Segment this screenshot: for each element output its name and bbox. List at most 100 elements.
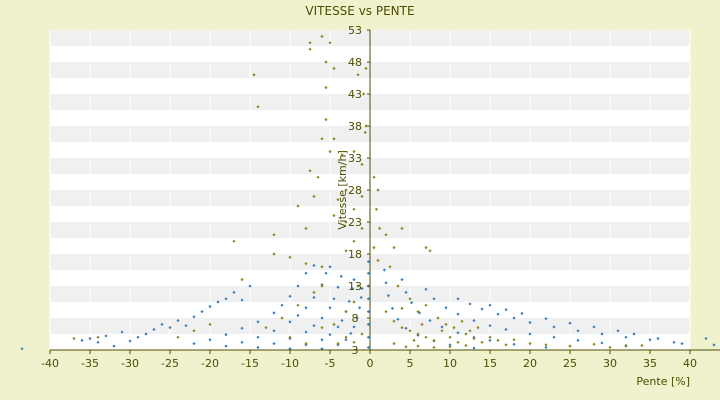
data-point bbox=[366, 335, 370, 339]
y-tick-label: 13 bbox=[348, 280, 362, 293]
data-point bbox=[424, 303, 428, 307]
data-point bbox=[388, 265, 392, 269]
data-point bbox=[208, 322, 212, 326]
data-point bbox=[480, 340, 484, 344]
data-point bbox=[392, 319, 396, 323]
data-point bbox=[200, 310, 204, 314]
data-point bbox=[248, 284, 252, 288]
data-point bbox=[208, 338, 212, 342]
data-point bbox=[386, 294, 390, 298]
data-point bbox=[384, 310, 388, 314]
data-point bbox=[366, 345, 370, 350]
data-point bbox=[480, 307, 484, 311]
data-point bbox=[344, 188, 348, 192]
data-point bbox=[640, 343, 644, 348]
data-point bbox=[352, 325, 356, 329]
data-point bbox=[432, 338, 436, 342]
data-point bbox=[272, 342, 276, 346]
data-point bbox=[332, 322, 336, 326]
data-point bbox=[672, 340, 676, 344]
data-point bbox=[344, 335, 348, 339]
data-point bbox=[192, 342, 196, 346]
data-point bbox=[392, 246, 396, 250]
data-point bbox=[600, 332, 604, 336]
data-point bbox=[184, 324, 188, 328]
data-point bbox=[624, 335, 628, 339]
x-tick-label: 10 bbox=[443, 357, 457, 370]
data-point bbox=[252, 73, 256, 77]
data-point bbox=[280, 316, 284, 320]
data-point bbox=[648, 338, 652, 342]
data-point bbox=[352, 239, 356, 243]
data-point bbox=[308, 169, 312, 173]
data-point bbox=[320, 338, 324, 342]
data-point bbox=[592, 325, 596, 329]
data-point bbox=[304, 306, 308, 310]
data-point bbox=[528, 332, 532, 336]
data-point bbox=[96, 335, 100, 339]
data-point bbox=[349, 331, 353, 335]
data-point bbox=[372, 175, 376, 179]
data-point bbox=[444, 322, 448, 326]
y-tick-label: 33 bbox=[348, 152, 362, 165]
data-point bbox=[112, 344, 116, 348]
x-tick-label: -20 bbox=[201, 357, 219, 370]
y-axis-title: Vitesse [km/h] bbox=[336, 150, 349, 230]
data-point bbox=[544, 345, 548, 350]
data-point bbox=[320, 316, 324, 320]
data-point bbox=[456, 340, 460, 344]
data-point bbox=[328, 306, 332, 310]
data-point bbox=[624, 344, 628, 348]
data-point bbox=[344, 220, 348, 224]
data-point bbox=[352, 207, 356, 211]
data-point bbox=[328, 41, 332, 45]
data-point bbox=[88, 336, 92, 341]
data-point bbox=[320, 265, 324, 269]
data-point bbox=[428, 249, 432, 253]
data-point bbox=[144, 332, 148, 336]
data-point bbox=[312, 295, 316, 300]
data-point bbox=[324, 118, 328, 122]
data-point bbox=[472, 346, 476, 350]
data-point bbox=[296, 313, 300, 318]
data-point bbox=[336, 198, 340, 202]
data-point bbox=[324, 271, 328, 275]
data-point bbox=[176, 318, 180, 323]
data-point bbox=[320, 326, 324, 330]
data-point bbox=[344, 249, 348, 253]
data-point bbox=[400, 278, 404, 282]
x-tick-label: 30 bbox=[603, 357, 617, 370]
data-point bbox=[352, 300, 356, 304]
data-point bbox=[216, 300, 220, 304]
data-point bbox=[340, 153, 344, 157]
data-point bbox=[496, 312, 500, 316]
data-point bbox=[332, 137, 336, 141]
data-point bbox=[304, 342, 308, 346]
data-point bbox=[568, 344, 572, 348]
data-point bbox=[400, 326, 404, 330]
data-point bbox=[320, 137, 324, 141]
data-point bbox=[352, 340, 356, 344]
data-point bbox=[608, 345, 612, 350]
y-tick-label: 8 bbox=[352, 312, 359, 325]
data-point bbox=[428, 318, 432, 323]
data-point bbox=[440, 325, 444, 329]
chart-title: VITESSE vs PENTE bbox=[305, 4, 414, 18]
data-point bbox=[332, 214, 336, 218]
data-point bbox=[456, 312, 460, 316]
data-point bbox=[376, 258, 380, 262]
data-point bbox=[432, 297, 436, 301]
data-point bbox=[356, 284, 360, 288]
data-point bbox=[339, 274, 343, 278]
data-point bbox=[496, 338, 500, 342]
x-tick-label: 35 bbox=[643, 357, 657, 370]
data-point bbox=[324, 60, 328, 64]
data-point bbox=[136, 335, 140, 339]
data-point bbox=[308, 41, 312, 45]
data-point bbox=[456, 297, 460, 301]
x-tick-label: -40 bbox=[41, 357, 59, 370]
x-tick-label: -5 bbox=[325, 357, 336, 370]
data-point bbox=[152, 327, 156, 332]
data-point bbox=[208, 304, 212, 309]
